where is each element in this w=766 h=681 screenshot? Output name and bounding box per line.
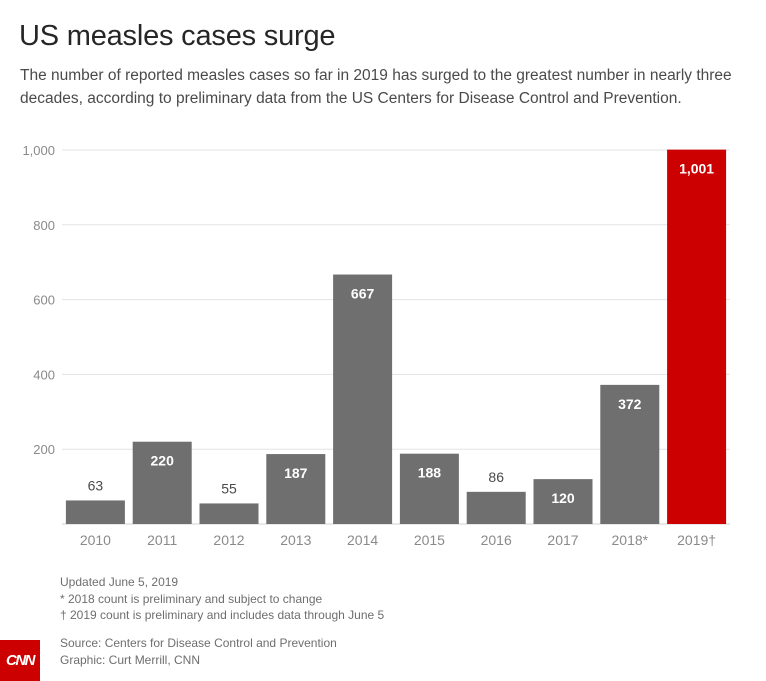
- y-tick-label: 400: [33, 367, 55, 382]
- bar: [667, 149, 727, 524]
- data-label: 187: [284, 465, 308, 481]
- bar: [333, 274, 393, 524]
- updated-note: Updated June 5, 2019: [60, 575, 179, 589]
- chart-subtitle: The number of reported measles cases so …: [20, 67, 732, 107]
- x-tick-label: 2012: [213, 532, 244, 548]
- credits: Source: Centers for Disease Control and …: [60, 635, 337, 668]
- data-label: 372: [618, 396, 642, 412]
- graphic-credit: Graphic: Curt Merrill, CNN: [60, 652, 201, 667]
- data-label: 63: [88, 477, 104, 493]
- x-tick-label: 2011: [147, 532, 177, 548]
- y-tick-label: 600: [33, 293, 55, 308]
- bar: [600, 384, 660, 524]
- bar: [533, 479, 593, 524]
- y-tick-label: 1,000: [22, 143, 55, 158]
- x-tick-label: 2010: [80, 532, 111, 548]
- x-tick-label: 2013: [280, 532, 311, 548]
- x-tick-label: 2014: [347, 532, 378, 548]
- bar: [65, 500, 125, 524]
- bar: [132, 441, 192, 524]
- y-tick-label: 200: [33, 442, 55, 457]
- bar: [199, 503, 259, 524]
- data-label: 55: [221, 480, 237, 496]
- data-label: 220: [151, 453, 175, 469]
- data-label: 86: [488, 469, 504, 485]
- footnote-2019: † 2019 count is preliminary and includes…: [60, 608, 385, 622]
- data-label: 667: [351, 286, 375, 302]
- chart-title: US measles cases surge: [19, 20, 336, 52]
- bar-chart: 200 400 600 800 1,000 63 2010 220 2011 55 2012 187 2…: [22, 143, 730, 548]
- x-tick-label: 2017: [547, 532, 578, 548]
- source-credit: Source: Centers for Disease Control and …: [60, 636, 337, 650]
- data-label: 1,001: [679, 161, 714, 177]
- x-tick-label: 2016: [481, 532, 512, 548]
- x-tick-label: 2018*: [612, 532, 649, 548]
- bar: [266, 454, 326, 524]
- x-tick-label: 2015: [414, 532, 445, 548]
- x-tick-label: 2019†: [677, 532, 716, 548]
- footnote-2018: * 2018 count is preliminary and subject …: [60, 591, 323, 606]
- data-label: 188: [418, 465, 442, 481]
- bar: [466, 491, 526, 524]
- y-tick-label: 800: [33, 218, 55, 233]
- cnn-logo: CNN: [0, 640, 40, 681]
- bar: [399, 453, 459, 524]
- footnotes: Updated June 5, 2019 * 2018 count is pre…: [60, 574, 384, 624]
- data-label: 120: [551, 490, 575, 506]
